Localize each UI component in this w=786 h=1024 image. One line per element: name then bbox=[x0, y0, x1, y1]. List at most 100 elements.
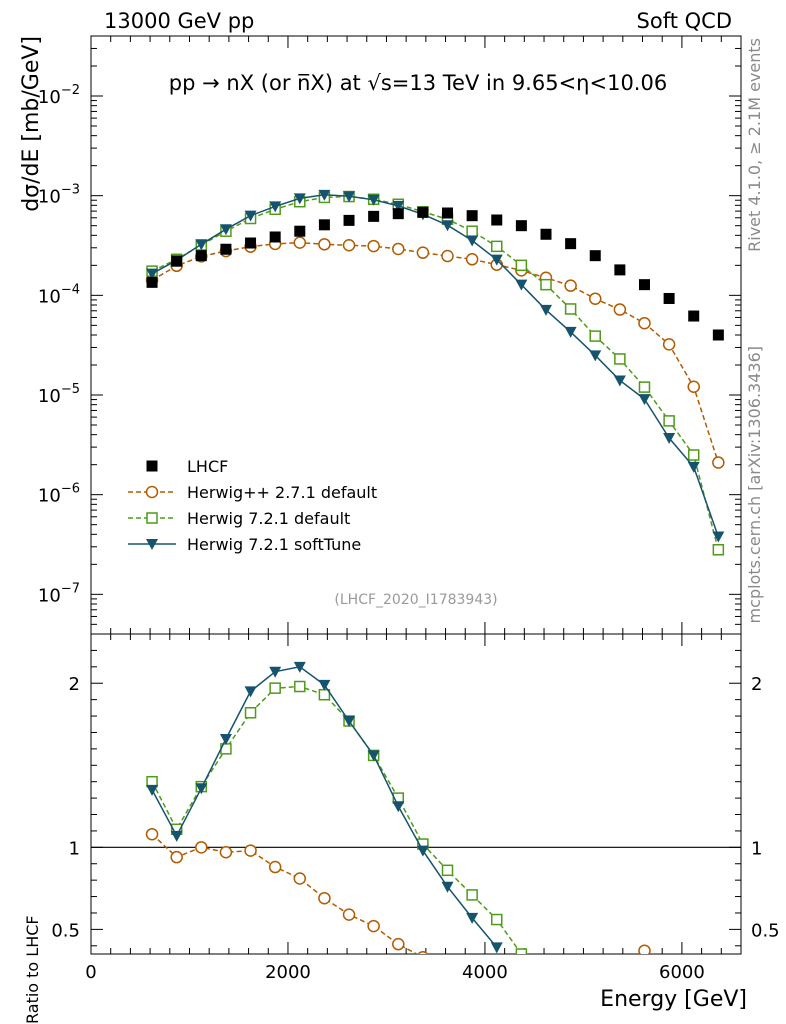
herwig-7-2-1-default-ratio-point bbox=[441, 864, 454, 877]
lhcf-point bbox=[663, 292, 675, 304]
herwig-2-7-1-default-point bbox=[342, 239, 356, 252]
y-tick-label: 10−3 bbox=[38, 183, 80, 208]
lhcf-point bbox=[638, 279, 650, 291]
lhcf-point bbox=[540, 228, 552, 240]
y-tick-label: 10−4 bbox=[38, 282, 80, 307]
y-tick-label: 10−6 bbox=[38, 482, 80, 507]
herwig-2-7-1-default-point bbox=[687, 380, 700, 394]
herwig-2-7-1-default-ratio-point bbox=[342, 908, 356, 921]
lhcf-point bbox=[368, 210, 380, 222]
herwig-7-2-1-default-ratio-line bbox=[151, 685, 523, 954]
lhcf-point bbox=[712, 329, 724, 341]
herwig-7-2-1-softtune-point bbox=[244, 210, 257, 222]
herwig-7-2-1-softtune-ratio-point bbox=[219, 734, 232, 746]
lhcf-point bbox=[515, 220, 527, 232]
lhcf-point bbox=[565, 238, 577, 250]
herwig-2-7-1-default-point bbox=[318, 238, 331, 251]
herwig-7-2-1-softtune-ratio-point bbox=[195, 783, 208, 795]
analysis-id-label: (LHCF_2020_I1783943) bbox=[334, 592, 497, 608]
lhcf-point bbox=[269, 231, 281, 243]
legend-marker-herwig-7-2-1-default bbox=[146, 512, 158, 524]
herwig-7-2-1-default-point bbox=[589, 330, 601, 342]
lhcf-point bbox=[220, 243, 232, 255]
herwig-7-2-1-default-point bbox=[687, 449, 700, 461]
header-right-label: Soft QCD bbox=[637, 9, 732, 33]
herwig-2-7-1-default-point bbox=[662, 338, 676, 351]
herwig-7-2-1-softtune-point bbox=[638, 394, 651, 406]
herwig-7-2-1-default-point bbox=[491, 240, 503, 253]
herwig-2-7-1-default-ratio-point bbox=[145, 827, 159, 841]
herwig-7-2-1-softtune-ratio-point bbox=[441, 881, 454, 893]
herwig-7-2-1-default-point bbox=[564, 303, 577, 315]
lhcf-point bbox=[466, 210, 478, 222]
legend-label-herwig-7-2-1-default: Herwig 7.2.1 default bbox=[187, 509, 350, 528]
herwig-7-2-1-softtune-ratio-point bbox=[269, 666, 282, 678]
herwig-7-2-1-default-ratio-point bbox=[515, 948, 528, 954]
ratio-tick-label: 2 bbox=[751, 674, 762, 695]
y-tick-label: 10−7 bbox=[38, 581, 80, 606]
herwig-7-2-1-default-ratio-point bbox=[244, 707, 257, 719]
herwig-7-2-1-softtune-ratio-point bbox=[170, 830, 183, 842]
herwig-2-7-1-default-ratio-point bbox=[244, 844, 257, 857]
herwig-7-2-1-softtune-ratio-point bbox=[343, 715, 356, 727]
herwig-7-2-1-softtune-point bbox=[318, 189, 331, 201]
herwig-7-2-1-softtune-point bbox=[490, 254, 503, 266]
herwig-7-2-1-softtune-ratio-point bbox=[392, 801, 405, 813]
herwig-2-7-1-default-point bbox=[293, 236, 307, 249]
herwig-7-2-1-softtune-point bbox=[343, 191, 356, 203]
lhcf-point bbox=[392, 208, 404, 220]
herwig-7-2-1-softtune-point bbox=[466, 235, 479, 247]
herwig-7-2-1-softtune-point bbox=[195, 239, 208, 251]
main-series-layer bbox=[145, 189, 725, 556]
legend-marker-herwig-7-2-1-softtune bbox=[146, 539, 158, 550]
herwig-7-2-1-softtune-point bbox=[367, 194, 380, 206]
legend-label-herwig-7-2-1-softtune: Herwig 7.2.1 softTune bbox=[187, 535, 361, 554]
header-left-label: 13000 GeV pp bbox=[104, 9, 254, 33]
herwig-2-7-1-default-ratio-line bbox=[151, 833, 419, 954]
lhcf-point bbox=[491, 214, 503, 226]
legend-label-lhcf: LHCF bbox=[187, 457, 228, 476]
herwig-7-2-1-default-ratio-point bbox=[491, 913, 503, 926]
herwig-7-2-1-default-point bbox=[712, 544, 725, 556]
herwig-7-2-1-softtune-ratio-point bbox=[244, 686, 257, 698]
herwig-7-2-1-softtune-ratio-point bbox=[318, 679, 331, 691]
lhcf-point bbox=[589, 250, 601, 262]
herwig-2-7-1-default-point bbox=[588, 292, 602, 305]
herwig-7-2-1-softtune-ratio-point bbox=[367, 750, 380, 762]
rivet-version-note: Rivet 4.1.0, ≥ 2.1M events bbox=[745, 38, 764, 252]
lhcf-point bbox=[245, 237, 257, 249]
herwig-7-2-1-softtune-point bbox=[712, 531, 725, 543]
lhcf-point bbox=[343, 214, 355, 226]
legend-marker-herwig-2-7-1-default bbox=[145, 485, 159, 499]
plot-title: pp → nX (or n̅X) at √s=13 TeV in 9.65<η<… bbox=[169, 71, 667, 95]
ratio-y-axis-title: Ratio to LHCF bbox=[23, 915, 42, 1024]
herwig-7-2-1-softtune-point bbox=[663, 433, 676, 445]
herwig-2-7-1-default-point bbox=[564, 279, 577, 292]
ratio-tick-label: 1 bbox=[751, 838, 762, 859]
mcplots-note: mcplots.cern.ch [arXiv:1306.3436] bbox=[745, 346, 764, 623]
lhcf-point bbox=[195, 250, 207, 262]
lhcf-point bbox=[294, 225, 306, 237]
herwig-2-7-1-default-ratio-point bbox=[318, 891, 331, 905]
herwig-2-7-1-default-line bbox=[151, 241, 720, 463]
lhcf-point bbox=[442, 207, 454, 219]
herwig-7-2-1-default-point bbox=[466, 225, 478, 237]
herwig-2-7-1-default-point bbox=[392, 242, 405, 256]
herwig-2-7-1-default-ratio-point bbox=[293, 872, 307, 885]
x-tick-label: 6000 bbox=[659, 962, 705, 983]
herwig-2-7-1-default-point bbox=[638, 316, 651, 330]
herwig-7-2-1-softtune-line bbox=[151, 194, 720, 537]
herwig-7-2-1-softtune-point bbox=[613, 375, 626, 387]
herwig-7-2-1-softtune-point bbox=[269, 201, 282, 213]
herwig-7-2-1-softtune-point bbox=[146, 268, 159, 280]
herwig-7-2-1-default-point bbox=[638, 381, 651, 393]
herwig-2-7-1-default-ratio-point bbox=[367, 919, 380, 933]
herwig-7-2-1-softtune-ratio-point bbox=[416, 845, 429, 857]
herwig-7-2-1-default-point bbox=[515, 259, 528, 272]
x-tick-label: 4000 bbox=[462, 962, 508, 983]
herwig-2-7-1-default-point bbox=[441, 249, 454, 263]
ratio-tick-label: 0.5 bbox=[51, 920, 80, 941]
herwig-2-7-1-default-point bbox=[465, 253, 479, 266]
legend-marker-lhcf bbox=[146, 460, 158, 472]
herwig-2-7-1-default-ratio-point bbox=[392, 937, 405, 951]
